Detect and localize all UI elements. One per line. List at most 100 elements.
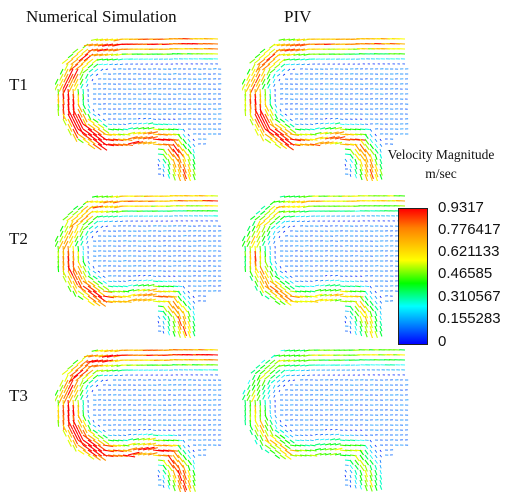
velocity-vector: [255, 63, 261, 73]
velocity-vector: [254, 424, 259, 432]
velocity-vector: [77, 113, 84, 125]
velocity-vector: [107, 290, 115, 293]
velocity-vector: [278, 78, 281, 82]
velocity-vector: [77, 118, 84, 130]
velocity-vector: [74, 58, 84, 66]
velocity-vector: [379, 484, 383, 490]
velocity-vector: [349, 320, 352, 325]
velocity-vector: [162, 290, 171, 293]
velocity-vector: [172, 315, 176, 323]
velocity-vector: [107, 285, 114, 288]
velocity-vector: [284, 133, 294, 140]
velocity-vector: [82, 275, 88, 284]
velocity-vector: [79, 389, 84, 396]
velocity-vector: [177, 290, 182, 296]
velocity-vector: [369, 469, 373, 477]
velocity-vector: [71, 53, 79, 60]
velocity-vector: [369, 325, 374, 334]
velocity-vector: [247, 225, 251, 232]
velocity-vector: [192, 474, 196, 482]
velocity-vector: [354, 123, 360, 125]
velocity-vector: [167, 325, 171, 332]
velocity-vector: [152, 123, 158, 126]
velocity-vector: [324, 429, 328, 431]
velocity-vector: [172, 330, 176, 337]
velocity-vector: [251, 225, 256, 232]
velocity-vector: [379, 479, 383, 485]
velocity-vector: [287, 205, 296, 209]
velocity-vector: [152, 285, 161, 288]
velocity-vector: [87, 63, 94, 69]
velocity-vector: [97, 215, 104, 218]
velocity-vector: [182, 464, 187, 474]
velocity-vector: [285, 63, 291, 66]
velocity-vector: [289, 195, 296, 198]
velocity-vector: [314, 284, 320, 287]
velocity-vector: [344, 133, 354, 136]
velocity-vector: [349, 464, 354, 470]
velocity-vector: [88, 43, 99, 47]
velocity-vector: [250, 369, 256, 374]
velocity-vector: [264, 128, 275, 136]
velocity-vector: [344, 280, 350, 282]
velocity-vector: [177, 484, 182, 492]
velocity-vector: [98, 354, 109, 358]
velocity-vector: [304, 439, 310, 441]
velocity-vector: [249, 113, 254, 121]
velocity-vector: [182, 469, 187, 480]
velocity-vector: [97, 439, 106, 446]
velocity-vector: [89, 73, 94, 77]
velocity-vector: [108, 48, 119, 52]
velocity-vector: [273, 83, 276, 87]
velocity-vector: [379, 163, 383, 170]
velocity-vector: [177, 158, 182, 169]
velocity-vector: [369, 128, 373, 132]
velocity-vector: [137, 288, 146, 292]
velocity-vector: [364, 320, 368, 328]
velocity-vector: [97, 424, 101, 427]
velocity-vector: [364, 300, 369, 307]
velocity-vector: [97, 128, 106, 135]
velocity-vector: [162, 168, 165, 173]
velocity-vector: [97, 270, 101, 273]
velocity-vector: [264, 414, 269, 421]
velocity-vector: [157, 138, 171, 141]
velocity-vector: [284, 349, 291, 352]
velocity-vector: [284, 454, 292, 460]
velocity-vector: [59, 384, 64, 392]
velocity-vector: [354, 474, 358, 480]
velocity-vector: [374, 479, 378, 486]
velocity-vector: [152, 444, 162, 447]
velocity-vector: [299, 444, 306, 447]
velocity-vector: [207, 199, 219, 202]
velocity-vector: [92, 429, 98, 434]
velocity-vector: [324, 447, 332, 451]
velocity-vector: [267, 240, 271, 245]
velocity-vector: [304, 444, 310, 447]
velocity-vector: [279, 143, 288, 150]
velocity-vector: [82, 98, 85, 105]
velocity-vector: [81, 210, 89, 217]
velocity-vector: [167, 474, 171, 482]
velocity-vector: [349, 123, 355, 125]
velocity-vector: [157, 158, 161, 163]
velocity-vector: [349, 295, 359, 298]
velocity-vector: [280, 63, 286, 68]
velocity-vector: [102, 444, 114, 448]
velocity-vector: [187, 133, 190, 137]
velocity-vector: [286, 53, 296, 57]
velocity-vector: [314, 279, 318, 282]
velocity-vector: [132, 122, 137, 125]
velocity-vector: [172, 320, 176, 328]
velocity-vector: [359, 439, 365, 441]
velocity-vector: [349, 163, 352, 169]
velocity-vector: [359, 295, 365, 302]
velocity-vector: [244, 255, 247, 262]
velocity-vector: [84, 200, 94, 204]
velocity-vector: [172, 153, 179, 162]
velocity-vector: [182, 444, 186, 449]
velocity-vector: [76, 53, 84, 60]
velocity-vector: [354, 479, 357, 485]
velocity-vector: [177, 163, 182, 173]
velocity-vector: [282, 73, 286, 76]
